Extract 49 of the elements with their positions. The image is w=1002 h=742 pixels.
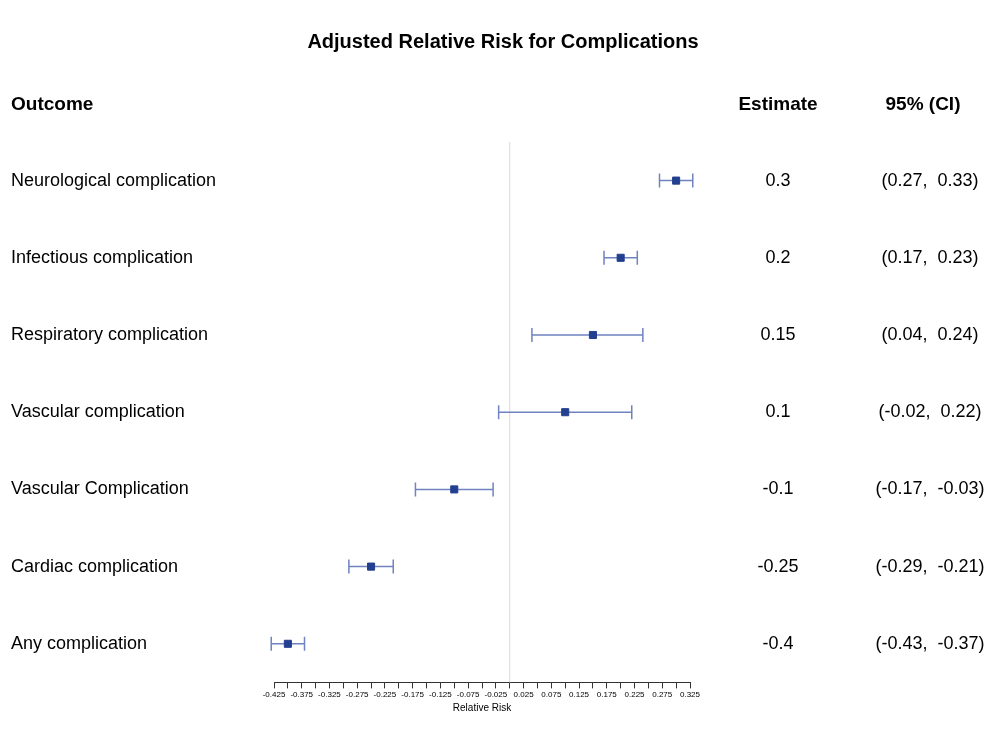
y-tick-label: Any complication [11, 632, 148, 653]
text: 95% (CI) [885, 93, 961, 115]
data-label: -0.4 [762, 632, 794, 653]
text: (-0.02, 0.22) [878, 401, 982, 422]
y-tick-label: Cardiac complication [11, 555, 179, 576]
data-label: -0.25 [757, 555, 799, 576]
y-tick-label: Vascular complication [11, 401, 185, 422]
x-tick-label: 0.325 [679, 690, 701, 700]
x-tick-label: -0.225 [373, 690, 397, 700]
y-tick-label: Infectious complication [11, 246, 194, 267]
point [616, 253, 625, 262]
point [367, 562, 376, 571]
data-label: -0.1 [762, 478, 794, 499]
point [672, 176, 681, 185]
text: (0.04, 0.24) [881, 323, 979, 344]
x-tick-label: -0.275 [345, 690, 370, 700]
text: Estimate [738, 93, 818, 115]
x-tick-label: 0.075 [541, 690, 562, 700]
x-tick-label: 0.025 [513, 690, 535, 700]
y-tick-label: Neurological complication [11, 169, 217, 190]
text: (-0.29, -0.21) [875, 555, 985, 576]
y-tick-label: Vascular Complication [11, 478, 189, 499]
x-tick-label: 0.125 [569, 690, 590, 700]
point [588, 330, 597, 340]
text: (-0.17, -0.03) [875, 478, 985, 499]
point [561, 408, 570, 417]
y-axis-title: Outcome [11, 93, 94, 115]
x-tick-label: -0.425 [262, 690, 286, 700]
x-tick-label: 0.225 [624, 690, 646, 700]
chart-title: Adjusted Relative Risk for Complications [307, 29, 699, 52]
text: (0.27, 0.33) [881, 169, 979, 190]
x-tick-label: -0.125 [429, 690, 453, 700]
data-label: 0.2 [765, 246, 791, 267]
x-axis-title: Relative Risk [452, 701, 513, 713]
point [450, 485, 459, 494]
x-tick-label: -0.025 [484, 690, 508, 700]
data-label: 0.1 [765, 401, 791, 422]
point [283, 639, 292, 648]
x-tick-label: 0.275 [652, 690, 673, 700]
x-tick-label: -0.375 [290, 690, 314, 700]
x-tick-label: 0.175 [596, 690, 618, 700]
x-tick-label: -0.325 [318, 690, 342, 700]
text: (-0.43, -0.37) [875, 632, 985, 653]
y-tick-label: Respiratory complication [11, 323, 209, 344]
data-label: 0.3 [765, 169, 791, 190]
text: (0.17, 0.23) [881, 246, 979, 267]
x-tick-label: -0.075 [456, 690, 481, 700]
x-tick-label: -0.175 [401, 690, 425, 700]
data-label: 0.15 [760, 323, 796, 344]
